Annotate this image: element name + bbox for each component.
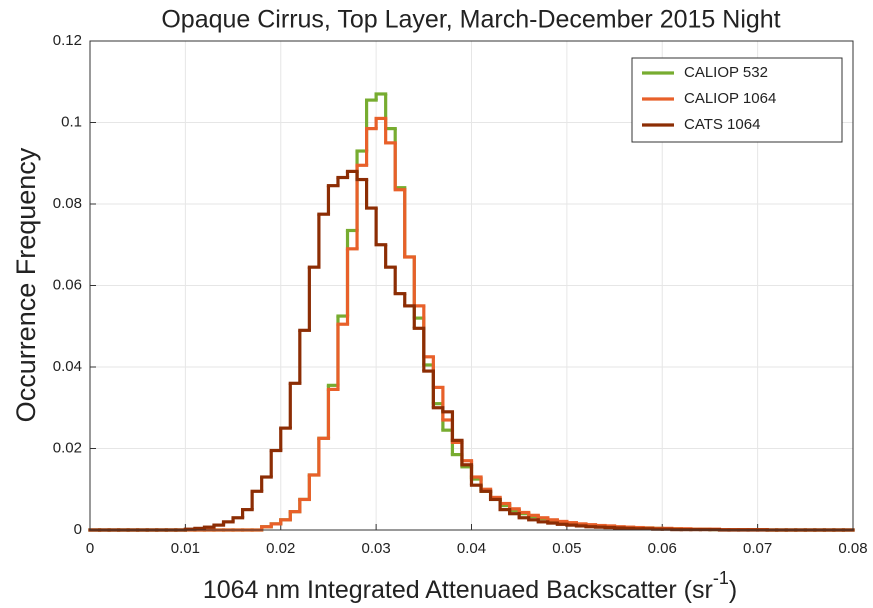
y-tick-label: 0.1	[61, 113, 82, 130]
legend-label: CALIOP 1064	[684, 90, 776, 107]
x-tick-label: 0.04	[457, 540, 486, 557]
y-tick-label: 0.02	[53, 439, 82, 456]
legend-label: CALIOP 532	[684, 64, 768, 81]
y-tick-label: 0.06	[53, 276, 82, 293]
x-axis-label-suffix: )	[729, 576, 737, 604]
x-tick-label: 0.07	[743, 540, 772, 557]
x-tick-label: 0.05	[552, 540, 581, 557]
x-tick-label: 0.01	[171, 540, 200, 557]
y-tick-label: 0.12	[53, 32, 82, 49]
y-tick-label: 0.04	[53, 358, 82, 375]
x-tick-label: 0.08	[838, 540, 867, 557]
x-axis-label-superscript: -1	[713, 568, 729, 588]
x-tick-label: 0.03	[362, 540, 391, 557]
legend-label: CATS 1064	[684, 116, 760, 133]
x-axis-label-text: 1064 nm Integrated Attenuaed Backscatter…	[203, 576, 713, 604]
x-tick-label: 0.02	[266, 540, 295, 557]
y-tick-label: 0	[74, 521, 82, 538]
y-axis-label: Occurrence Frequency	[11, 147, 41, 422]
x-tick-label: 0.06	[648, 540, 677, 557]
y-tick-label: 0.08	[53, 195, 82, 212]
plot-frame	[89, 40, 854, 531]
x-axis-label: 1064 nm Integrated Attenuaed Backscatter…	[203, 568, 737, 604]
chart-title: Opaque Cirrus, Top Layer, March-December…	[161, 6, 780, 34]
x-tick-label: 0	[86, 540, 94, 557]
